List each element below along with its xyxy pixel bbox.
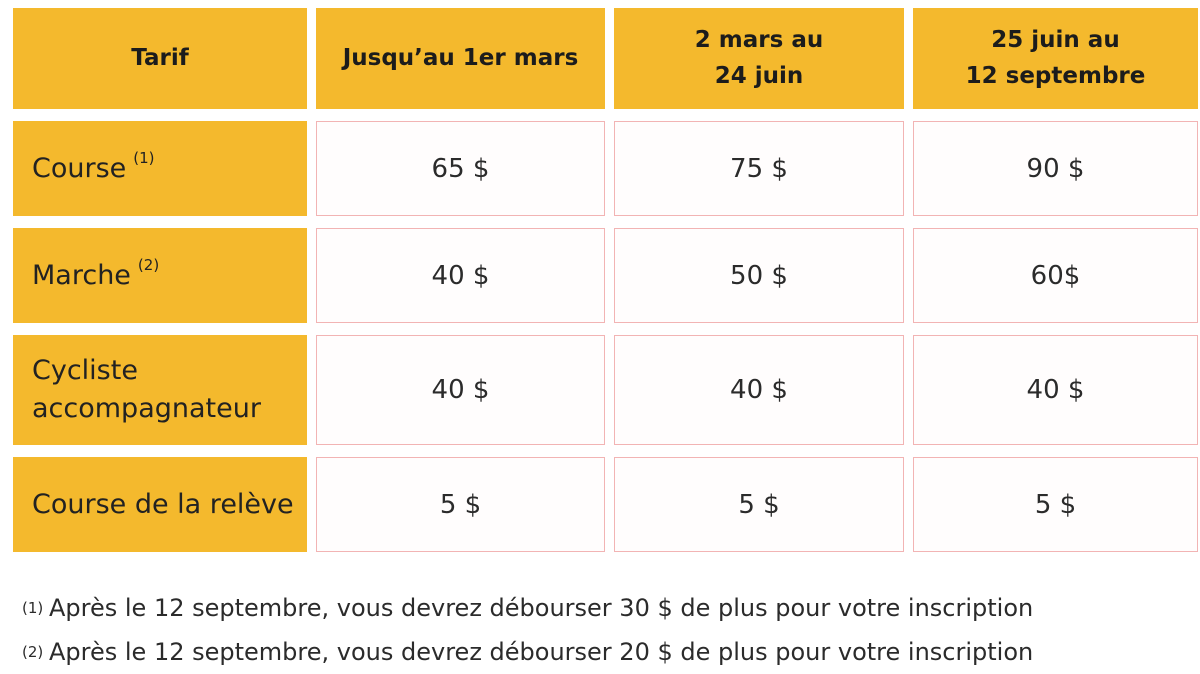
header-tarif: Tarif [13, 8, 307, 109]
row-label-cycliste: Cycliste accompagnateur [13, 335, 307, 445]
price-course-period-3: 90 $ [913, 121, 1198, 216]
price-marche-period-3: 60$ [913, 228, 1198, 323]
header-period-2: 2 mars au 24 juin [614, 8, 904, 109]
price-course-period-1: 65 $ [316, 121, 605, 216]
footnotes: (1) Après le 12 septembre, vous devrez d… [13, 586, 1200, 674]
row-label-text: Marche [32, 259, 131, 291]
row-label-marche: Marche (2) [13, 228, 307, 323]
price-marche-period-1: 40 $ [316, 228, 605, 323]
footnote-1-text: Après le 12 septembre, vous devrez débou… [49, 594, 1034, 622]
price-course-period-2: 75 $ [614, 121, 904, 216]
row-label-course: Course (1) [13, 121, 307, 216]
footnote-2-text: Après le 12 septembre, vous devrez débou… [49, 638, 1034, 666]
row-label-text: Cycliste accompagnateur [32, 355, 261, 424]
footnote-2: (2) Après le 12 septembre, vous devrez d… [22, 630, 1200, 674]
footnote-ref-1: (1) [133, 149, 155, 167]
footnote-1: (1) Après le 12 septembre, vous devrez d… [22, 586, 1200, 630]
price-releve-period-3: 5 $ [913, 457, 1198, 552]
price-cycliste-period-3: 40 $ [913, 335, 1198, 445]
row-label-text: Course de la relève [32, 488, 294, 520]
price-cycliste-period-2: 40 $ [614, 335, 904, 445]
row-label-text: Course [32, 152, 127, 184]
pricing-table: Tarif Jusqu’au 1er mars 2 mars au 24 jui… [13, 8, 1200, 552]
footnote-1-marker: (1) [22, 599, 44, 617]
price-cycliste-period-1: 40 $ [316, 335, 605, 445]
header-period-1: Jusqu’au 1er mars [316, 8, 605, 109]
footnote-ref-2: (2) [137, 256, 160, 274]
price-releve-period-1: 5 $ [316, 457, 605, 552]
price-releve-period-2: 5 $ [614, 457, 904, 552]
row-label-releve: Course de la relève [13, 457, 307, 552]
header-period-3: 25 juin au 12 septembre [913, 8, 1198, 109]
price-marche-period-2: 50 $ [614, 228, 904, 323]
footnote-2-marker: (2) [22, 643, 44, 661]
